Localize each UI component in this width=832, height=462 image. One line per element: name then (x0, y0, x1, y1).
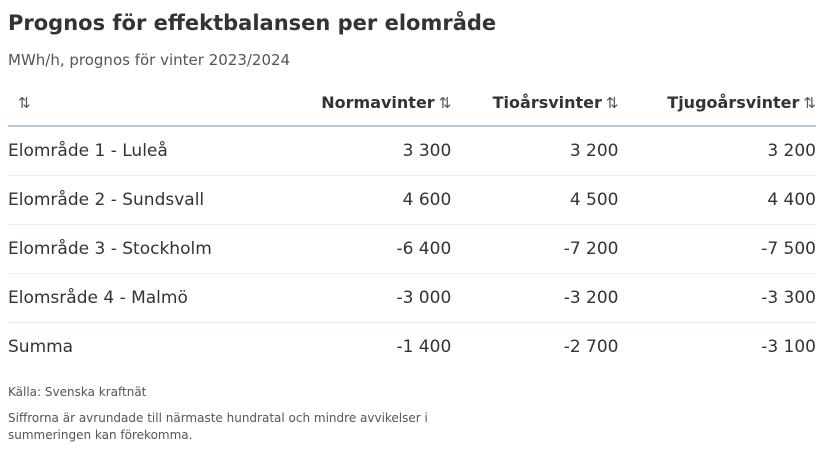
footnote: Siffrorna är avrundade till närmaste hun… (8, 411, 428, 442)
table-cell: -7 200 (451, 224, 619, 274)
column-header-tjugoarsvinter-text: Tjugoårsvinter (667, 93, 800, 112)
chart-title: Prognos för effektbalansen per elområde (8, 11, 497, 35)
table-row-total: Summa -1 400 -2 700 -3 100 (8, 322, 816, 371)
table-cell: 3 300 (259, 126, 452, 176)
sort-icon[interactable]: ⇅ (18, 94, 31, 112)
table-row: Elområde 2 - Sundsvall 4 600 4 500 4 400 (8, 175, 816, 225)
table-cell: 3 200 (451, 126, 619, 176)
table-cell: 4 500 (451, 175, 619, 225)
table-cell: -2 700 (563, 336, 619, 357)
table-cell: 3 200 (618, 126, 816, 176)
table-row: Elomsråde 4 - Malmö -3 000 -3 200 -3 300 (8, 273, 816, 323)
row-label: Elområde 1 - Luleå (8, 126, 260, 176)
row-label: Summa (8, 336, 74, 357)
table-cell: 4 400 (618, 175, 816, 225)
table-cell: -3 300 (618, 273, 816, 323)
chart-subtitle: MWh/h, prognos för vinter 2023/2024 (8, 51, 291, 69)
column-header-tjugoarsvinter[interactable]: Tjugoårsvinter ⇅ (618, 80, 816, 127)
source-note: Källa: Svenska kraftnät (8, 385, 147, 399)
column-header-tioarsvinter-text: Tioårsvinter (492, 93, 602, 112)
sort-icon[interactable]: ⇅ (605, 94, 619, 112)
table-row: Elområde 1 - Luleå 3 300 3 200 3 200 (8, 126, 816, 176)
row-label: Elområde 2 - Sundsvall (8, 175, 260, 225)
table-cell: -6 400 (259, 224, 452, 274)
table-cell: -7 500 (618, 224, 816, 274)
row-label: Elområde 3 - Stockholm (8, 224, 260, 274)
table-cell: -3 200 (451, 273, 619, 323)
column-header-normavinter[interactable]: Normavinter ⇅ (259, 80, 452, 127)
column-header-label[interactable]: ⇅ (8, 80, 260, 127)
table-header-row: ⇅ Normavinter ⇅ Tioårsvinter ⇅ Tjugoårsvin… (8, 80, 816, 127)
column-header-tioarsvinter[interactable]: Tioårsvinter ⇅ (451, 80, 619, 127)
table-cell: -1 400 (396, 336, 452, 357)
table-cell: -3 100 (761, 336, 816, 357)
table-cell: -3 000 (259, 273, 452, 323)
sort-icon[interactable]: ⇅ (803, 94, 816, 112)
sort-icon[interactable]: ⇅ (438, 94, 452, 112)
data-table: ⇅ Normavinter ⇅ Tioårsvinter ⇅ Tjugoårsvin… (8, 80, 816, 371)
table-row: Elområde 3 - Stockholm -6 400 -7 200 -7 … (8, 224, 816, 274)
row-label: Elomsråde 4 - Malmö (8, 273, 260, 323)
table-cell: 4 600 (259, 175, 452, 225)
column-header-normavinter-text: Normavinter (321, 93, 435, 112)
